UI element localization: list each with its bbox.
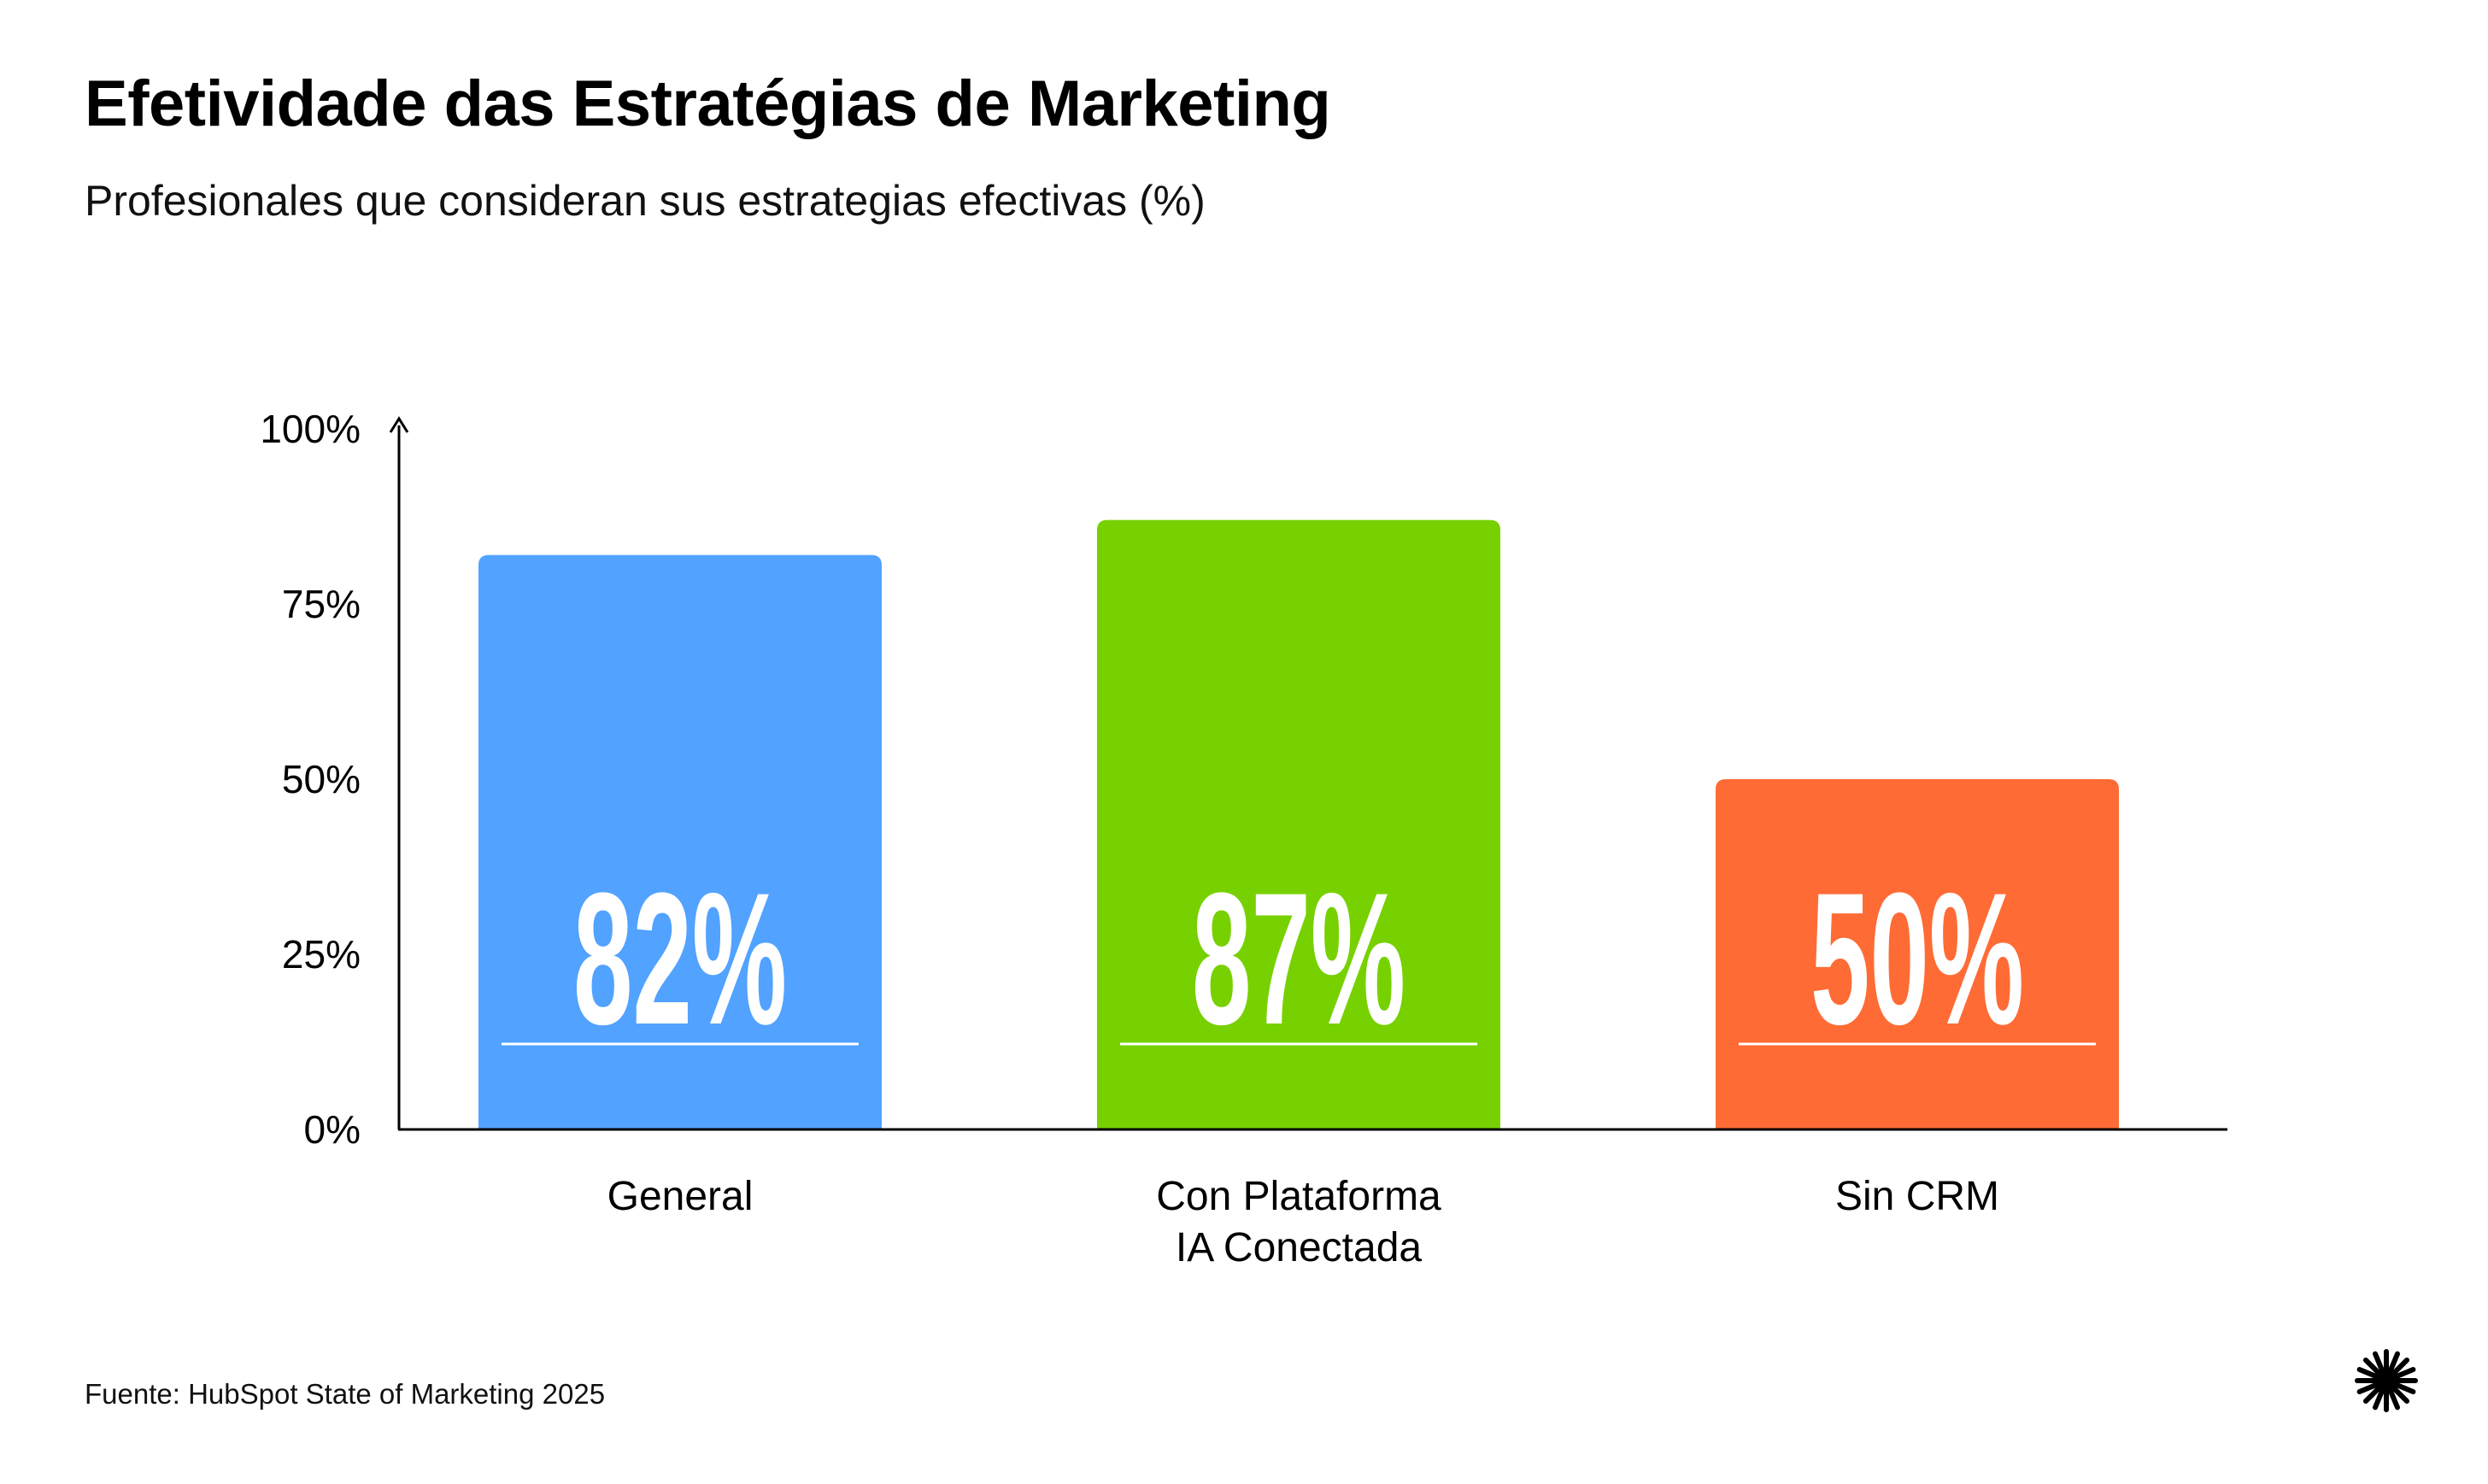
y-tick-label: 0% <box>304 1107 361 1152</box>
y-axis-arrow-icon <box>389 416 409 433</box>
bar <box>1097 519 1500 1129</box>
y-tick-label: 50% <box>282 757 361 801</box>
chart-title: Efetividade das Estratégias de Marketing <box>85 67 1331 140</box>
bar-value-label: 50% <box>1810 853 2024 1064</box>
y-axis-ticks: 0% 25% 50% 75% 100% <box>260 407 361 1152</box>
y-tick-label: 75% <box>282 582 361 626</box>
x-category-label: Con Plataforma <box>1156 1174 1441 1219</box>
category-labels: General Con Plataforma IA Conectada Sin CRM <box>607 1174 1999 1270</box>
bar-value-label: 87% <box>1192 853 1405 1064</box>
x-category-label: IA Conectada <box>1176 1225 1423 1270</box>
bars: 82% 87% 50% <box>478 519 2119 1129</box>
y-tick-label: 25% <box>282 932 361 977</box>
bar-value-label: 82% <box>573 853 787 1064</box>
x-category-label: General <box>607 1174 754 1219</box>
bar <box>1716 779 2119 1129</box>
bar <box>478 554 882 1129</box>
starburst-icon <box>2355 1349 2418 1412</box>
bar-chart: 0% 25% 50% 75% 100% 82% 87% 50% General Con Pla… <box>260 407 2227 1270</box>
y-tick-label: 100% <box>260 407 361 451</box>
chart-subtitle: Profesionales que consideran sus estrate… <box>85 177 1206 225</box>
source-note: Fuente: HubSpot State of Marketing 2025 <box>85 1378 606 1410</box>
x-category-label: Sin CRM <box>1835 1174 1999 1219</box>
axes <box>389 416 2227 1131</box>
